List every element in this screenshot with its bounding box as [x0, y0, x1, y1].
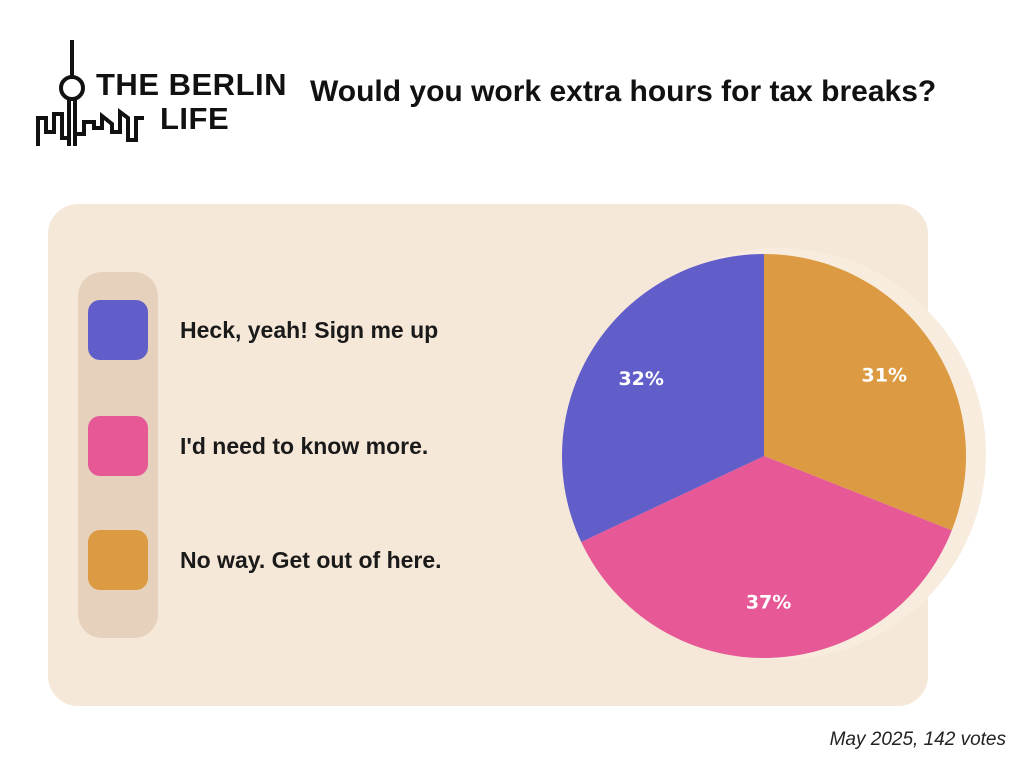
brand-logo: THE BERLIN LIFE [36, 38, 287, 150]
legend-label-1: Heck, yeah! Sign me up [180, 317, 439, 343]
legend-item-1: Heck, yeah! Sign me up [88, 300, 488, 360]
pie-slice-1 [562, 254, 764, 543]
legend-swatch-1 [88, 300, 148, 360]
legend-item-2: I'd need to know more. [88, 416, 488, 476]
legend-item-3: No way. Get out of here. [88, 530, 488, 590]
brand-name-line2: LIFE [160, 101, 230, 136]
pie-slice-3 [764, 254, 966, 531]
legend-swatch-2 [88, 416, 148, 476]
pie-slice-2 [581, 456, 952, 658]
pie-label-1: 32% [618, 368, 663, 390]
legend-label-2: I'd need to know more. [180, 433, 429, 459]
poll-note: May 2025, 142 votes [829, 729, 1006, 750]
berlin-tv-tower-skyline-icon [36, 40, 144, 146]
chart-title: Would you work extra hours for tax break… [310, 75, 937, 108]
pie-chart: 31% 37% 32% [562, 248, 986, 660]
pie-label-2: 37% [746, 591, 791, 613]
legend-label-3: No way. Get out of here. [180, 547, 442, 573]
brand-name-line1: THE BERLIN [96, 67, 287, 102]
pie-label-3: 31% [862, 364, 907, 386]
legend-swatch-3 [88, 530, 148, 590]
